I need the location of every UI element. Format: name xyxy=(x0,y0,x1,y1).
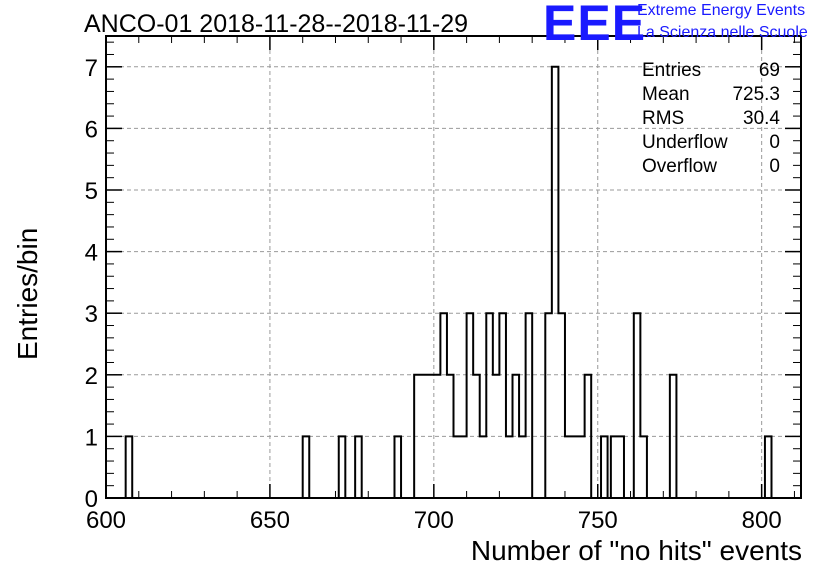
x-tick-label: 800 xyxy=(742,507,782,534)
stats-value: 30.4 xyxy=(743,108,780,129)
stats-value: 0 xyxy=(769,132,780,153)
y-tick-label: 2 xyxy=(85,363,98,390)
tick-labels: 600 650 700 750 800 0 1 2 3 4 5 6 7 xyxy=(85,55,782,534)
plot-frame xyxy=(105,35,802,499)
y-tick-label: 1 xyxy=(85,424,98,451)
stats-row: Underflow 0 xyxy=(642,132,780,156)
logo-line-2: La Scienza nelle Scuole xyxy=(637,24,808,41)
chart-title: ANCO-01 2018-11-28--2018-11-29 xyxy=(84,10,469,38)
stats-key: Mean xyxy=(642,84,690,105)
logo-line-1: Extreme Energy Events xyxy=(637,2,806,19)
x-tick-label: 750 xyxy=(578,507,618,534)
stats-value: 69 xyxy=(758,60,780,81)
stats-key: RMS xyxy=(642,108,685,129)
stats-key: Underflow xyxy=(642,132,728,153)
stats-row: Entries 69 xyxy=(642,60,780,84)
y-axis-label: Entries/bin xyxy=(12,227,43,360)
x-tick-label: 700 xyxy=(414,507,454,534)
y-tick-label: 5 xyxy=(85,178,98,205)
y-tick-label: 4 xyxy=(85,240,98,267)
stats-key: Overflow xyxy=(642,156,717,177)
grid-lines xyxy=(105,36,801,498)
x-tick-label: 600 xyxy=(86,507,126,534)
stats-row: RMS 30.4 xyxy=(642,108,780,132)
axis-ticks xyxy=(105,36,801,499)
logo-mark: EEE xyxy=(543,0,647,51)
y-tick-label: 0 xyxy=(85,486,98,513)
stats-row: Mean 725.3 xyxy=(642,84,780,108)
eee-logo: EEE Extreme Energy Events La Scienza nel… xyxy=(543,0,833,51)
y-tick-label: 7 xyxy=(85,55,98,82)
stats-row: Overflow 0 xyxy=(642,156,780,180)
x-tick-label: 650 xyxy=(250,507,290,534)
stats-key: Entries xyxy=(642,60,702,81)
y-tick-label: 3 xyxy=(85,301,98,328)
y-tick-label: 6 xyxy=(85,116,98,143)
stats-value: 0 xyxy=(769,156,780,177)
histogram-step-line xyxy=(106,65,801,499)
stats-value: 725.3 xyxy=(732,84,780,105)
stats-box: Entries 69 Mean 725.3 RMS 30.4 Underflow… xyxy=(642,60,780,180)
x-axis-label: Number of "no hits" events xyxy=(470,535,802,566)
